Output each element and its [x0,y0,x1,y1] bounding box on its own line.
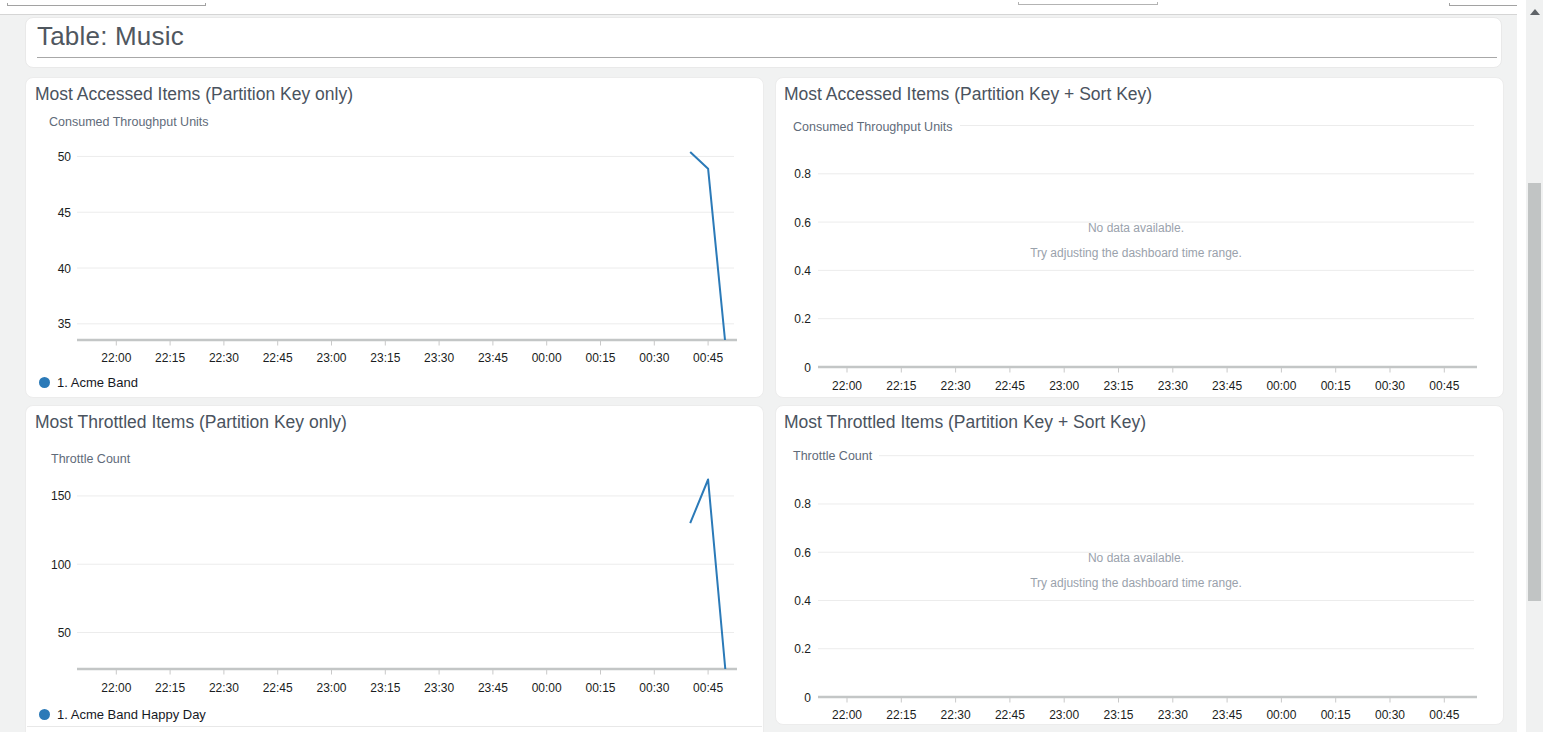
no-data-line1: No data available. [776,551,1496,565]
legend-label: 1. Acme Band Happy Day [57,707,206,722]
widget-most-throttled-partition-key: Most Throttled Items (Partition Key only… [25,405,764,732]
svg-text:50: 50 [58,150,72,164]
svg-text:0.4: 0.4 [794,594,811,608]
toolbar-control-middle-cutoff[interactable] [1018,2,1158,5]
legend-marker-icon [39,377,50,388]
svg-text:00:45: 00:45 [693,351,723,365]
svg-text:22:15: 22:15 [155,351,185,365]
y-axis-unit-label: Consumed Throughput Units [793,120,960,135]
toolbar-control-left-cutoff[interactable] [7,3,206,6]
svg-text:0.8: 0.8 [794,497,811,511]
svg-text:00:45: 00:45 [1429,708,1459,722]
svg-text:23:45: 23:45 [478,351,508,365]
vertical-scrollbar[interactable] [1526,0,1543,732]
table-title-card: Table: Music [25,17,1502,68]
svg-text:0.8: 0.8 [794,167,811,181]
svg-text:22:45: 22:45 [263,681,293,695]
svg-text:00:15: 00:15 [1321,379,1351,393]
scrollbar-up-arrow-icon[interactable] [1530,9,1540,15]
dashboard-screen: Table: Music Most Accessed Items (Partit… [0,0,1552,732]
svg-text:22:00: 22:00 [832,708,862,722]
no-data-line2: Try adjusting the dashboard time range. [776,246,1496,260]
svg-text:00:00: 00:00 [1266,708,1296,722]
header-divider [0,14,1524,15]
scrollbar-thumb[interactable] [1528,183,1541,601]
svg-text:22:00: 22:00 [101,681,131,695]
page-title: Table: Music [26,18,1501,50]
no-data-line1: No data available. [776,221,1496,235]
svg-text:22:45: 22:45 [995,379,1025,393]
svg-text:45: 45 [58,206,72,220]
svg-text:23:30: 23:30 [424,681,454,695]
chart-legend[interactable]: 1. Acme Band [39,375,138,390]
svg-text:23:45: 23:45 [1212,708,1242,722]
svg-text:23:00: 23:00 [1049,379,1079,393]
svg-text:35: 35 [58,317,72,331]
svg-text:22:00: 22:00 [101,351,131,365]
svg-text:22:15: 22:15 [155,681,185,695]
svg-text:23:00: 23:00 [316,681,346,695]
svg-text:22:15: 22:15 [886,379,916,393]
no-data-message: No data available. Try adjusting the das… [776,551,1496,590]
svg-text:23:30: 23:30 [1158,379,1188,393]
panel-bottom-rule [27,726,762,727]
svg-text:23:45: 23:45 [478,681,508,695]
svg-text:00:30: 00:30 [1375,708,1405,722]
line-chart-most-accessed-pk[interactable]: 50 45 40 35 22:00 22:15 22:30 22:45 23:00 23:15 23… [26,78,763,397]
widget-most-accessed-partition-key: Most Accessed Items (Partition Key only)… [25,77,764,398]
svg-text:23:15: 23:15 [1103,708,1133,722]
svg-text:00:45: 00:45 [1429,379,1459,393]
line-chart-most-throttled-pk[interactable]: 150 100 50 22:00 22:15 22:30 22:45 23:00 23:15 23… [26,406,763,731]
svg-text:00:15: 00:15 [1321,708,1351,722]
toolbar-control-right-cutoff[interactable] [1449,3,1518,6]
svg-text:00:30: 00:30 [639,681,669,695]
svg-text:23:30: 23:30 [1158,708,1188,722]
legend-marker-icon [39,709,50,720]
scrollbar-gutter [1517,0,1552,732]
svg-text:0.4: 0.4 [794,264,811,278]
no-data-line2: Try adjusting the dashboard time range. [776,576,1496,590]
widget-most-throttled-partition-sort-key: Most Throttled Items (Partition Key + So… [775,405,1504,725]
chart-legend[interactable]: 1. Acme Band Happy Day [39,707,206,722]
svg-text:00:15: 00:15 [585,351,615,365]
svg-text:23:15: 23:15 [370,351,400,365]
legend-label: 1. Acme Band [57,375,138,390]
svg-text:22:30: 22:30 [209,681,239,695]
svg-text:22:45: 22:45 [995,708,1025,722]
svg-text:100: 100 [51,558,71,572]
widget-most-accessed-partition-sort-key: Most Accessed Items (Partition Key + Sor… [775,77,1504,398]
svg-text:22:15: 22:15 [886,708,916,722]
svg-text:0: 0 [804,691,811,705]
svg-text:22:00: 22:00 [832,379,862,393]
y-axis-unit-label: Throttle Count [793,449,879,464]
svg-text:150: 150 [51,489,71,503]
svg-text:40: 40 [58,262,72,276]
svg-text:00:00: 00:00 [532,351,562,365]
svg-text:23:00: 23:00 [316,351,346,365]
svg-text:00:00: 00:00 [532,681,562,695]
no-data-message: No data available. Try adjusting the das… [776,221,1496,260]
svg-text:0.2: 0.2 [794,312,811,326]
svg-text:22:30: 22:30 [941,379,971,393]
svg-text:00:00: 00:00 [1266,379,1296,393]
svg-text:22:45: 22:45 [263,351,293,365]
svg-text:23:15: 23:15 [370,681,400,695]
svg-text:00:30: 00:30 [639,351,669,365]
svg-text:00:30: 00:30 [1375,379,1405,393]
svg-text:00:15: 00:15 [585,681,615,695]
svg-text:23:45: 23:45 [1212,379,1242,393]
svg-text:23:00: 23:00 [1049,708,1079,722]
svg-text:0: 0 [804,361,811,375]
svg-text:23:30: 23:30 [424,351,454,365]
svg-text:22:30: 22:30 [941,708,971,722]
svg-text:22:30: 22:30 [209,351,239,365]
svg-text:23:15: 23:15 [1103,379,1133,393]
title-underline [37,57,1497,58]
svg-text:50: 50 [58,626,72,640]
svg-text:0.2: 0.2 [794,642,811,656]
svg-text:00:45: 00:45 [693,681,723,695]
